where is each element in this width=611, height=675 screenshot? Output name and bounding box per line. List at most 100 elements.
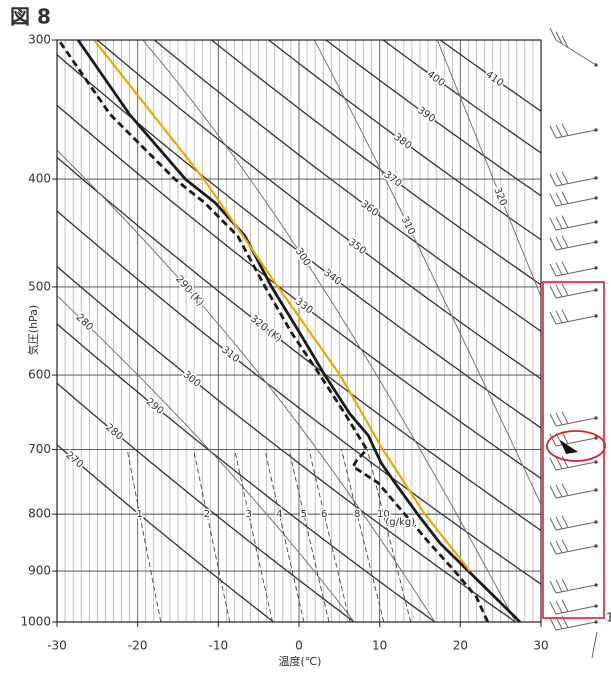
barb-feather xyxy=(555,310,563,324)
dry-adiabat xyxy=(57,265,516,622)
y-tick-label: 400 xyxy=(28,172,51,186)
barb-feather xyxy=(561,483,569,496)
dry-adiabat-label: 350 xyxy=(346,237,368,257)
barb-feather xyxy=(561,578,569,591)
barb-feather xyxy=(549,173,557,187)
barb-feather xyxy=(549,517,557,531)
y-tick-label: 800 xyxy=(28,507,51,521)
dry-adiabat xyxy=(382,40,541,154)
barb-feather xyxy=(549,27,557,41)
mixing-ratio-line xyxy=(126,449,162,622)
barb-feather xyxy=(561,261,569,274)
dry-adiabat xyxy=(57,382,355,622)
dry-adiabat xyxy=(268,40,541,241)
profile-line xyxy=(76,40,521,622)
barb-feather xyxy=(549,193,557,207)
dry-adiabat xyxy=(57,443,274,622)
highlight-ellipse xyxy=(546,430,606,462)
dry-adiabat xyxy=(211,40,541,286)
mixing-ratio-line xyxy=(264,449,305,622)
barb-staff xyxy=(591,631,598,659)
barb-feather xyxy=(561,599,569,612)
dry-adiabat xyxy=(439,40,541,112)
y-tick-label: 700 xyxy=(28,442,51,456)
x-tick-label: 30 xyxy=(533,639,548,653)
barb-feather xyxy=(555,456,563,470)
mixing-ratio-label: 4 xyxy=(276,509,282,520)
barb-staff xyxy=(555,417,597,427)
barb-staff xyxy=(555,621,597,631)
dry-adiabat-label: 380 xyxy=(392,132,414,152)
mixing-ratio-line xyxy=(234,449,273,622)
y-axis-label: 気圧(hPa) xyxy=(26,305,40,355)
x-axis-label: 温度(℃) xyxy=(279,654,322,668)
barb-feather xyxy=(549,217,557,231)
dry-adiabat-label: 340 xyxy=(321,267,343,287)
mixing-ratio-label: 8 xyxy=(354,509,360,520)
barb-feather xyxy=(549,285,557,299)
barb-feather xyxy=(561,309,569,322)
barb-feather xyxy=(561,35,569,48)
x-tick-label: 0 xyxy=(295,639,303,653)
dry-adiabat-label: 270 xyxy=(63,450,85,471)
y-tick-label: 1000 xyxy=(20,615,51,629)
dry-adiabat xyxy=(153,40,541,333)
barb-feather xyxy=(549,311,557,325)
barb-feather xyxy=(555,192,563,206)
barb-feather xyxy=(555,31,563,44)
dry-adiabat xyxy=(57,104,541,480)
moist-adiabat-label: 320 xyxy=(491,186,508,208)
barb-feather xyxy=(561,215,569,228)
barb-feather xyxy=(555,516,563,530)
x-tick-label: -20 xyxy=(128,639,148,653)
wind-barbs xyxy=(549,27,598,659)
barb-staff xyxy=(555,461,597,471)
barb-staff xyxy=(555,39,597,66)
dry-adiabat-label: 300 xyxy=(181,369,203,390)
mixing-ratio-line xyxy=(193,449,231,622)
moist-adiabat-label: 300 xyxy=(293,246,313,268)
mixing-ratio-unit: (g/kg) xyxy=(385,517,415,528)
barb-feather xyxy=(555,600,563,614)
y-tick-label: 600 xyxy=(28,368,51,382)
barb-feather xyxy=(555,540,563,554)
moist-adiabat xyxy=(436,40,541,298)
barb-staff xyxy=(555,267,597,277)
barb-feather xyxy=(561,431,569,444)
dry-adiabat-label: 370 xyxy=(382,169,404,189)
dry-adiabat-label: 360 xyxy=(359,199,381,219)
moist-adiabat xyxy=(313,40,541,506)
barb-feather xyxy=(555,172,563,186)
plot xyxy=(57,40,521,622)
barb-feather xyxy=(555,484,563,498)
barb-feather xyxy=(555,216,563,230)
barb-feather xyxy=(561,539,569,552)
dry-adiabat xyxy=(57,322,436,622)
barb-feather xyxy=(549,485,557,499)
barb-feather xyxy=(555,124,563,138)
barb-feather xyxy=(549,413,557,427)
annotation: 1 xyxy=(606,611,611,625)
mixing-ratio-label: 6 xyxy=(321,509,327,520)
mixing-ratio-label: 3 xyxy=(245,509,251,520)
barb-staff xyxy=(555,289,597,299)
barb-staff xyxy=(555,545,597,555)
barb-staff xyxy=(555,605,597,615)
barb-feather xyxy=(561,235,569,248)
moist-adiabat xyxy=(57,294,355,622)
barb-feather xyxy=(561,171,569,184)
barb-staff xyxy=(555,521,597,531)
y-tick-label: 900 xyxy=(28,564,51,578)
mixing-ratio-line xyxy=(366,449,412,622)
dry-adiabat xyxy=(96,40,541,380)
barb-feather xyxy=(549,580,557,594)
barb-staff xyxy=(555,584,597,594)
moist-adiabat xyxy=(142,40,517,622)
barb-staff xyxy=(555,197,597,207)
barb-feather xyxy=(555,236,563,250)
barb-staff xyxy=(555,177,597,187)
mixing-ratio-line xyxy=(288,449,330,622)
barb-feather xyxy=(549,433,557,447)
